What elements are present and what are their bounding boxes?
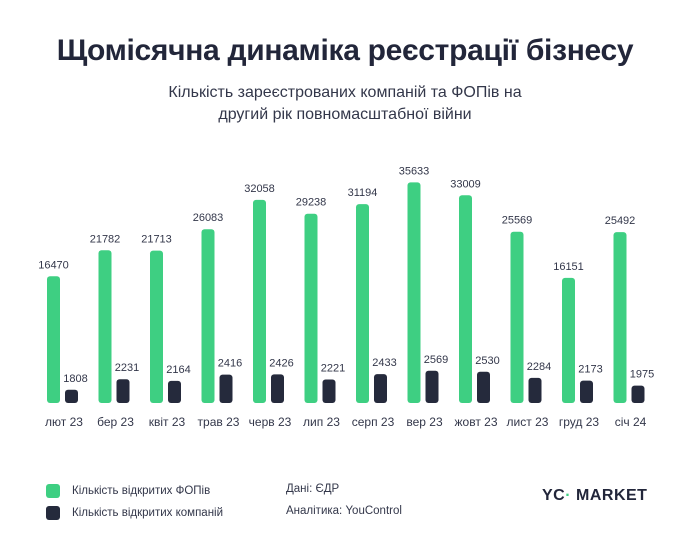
x-tick-label: серп 23 xyxy=(352,415,395,429)
bar-fop xyxy=(510,231,524,403)
data-label-companies: 2231 xyxy=(115,362,139,374)
subtitle-line-2: другий рік повномасштабної війни xyxy=(218,106,472,123)
bar-fop xyxy=(201,229,215,403)
x-tick-label: лип 23 xyxy=(303,415,340,429)
bar-fop xyxy=(253,199,266,403)
bar-companies xyxy=(168,380,181,403)
data-label-fop: 16470 xyxy=(38,259,69,271)
data-label-fop: 32058 xyxy=(244,183,275,195)
x-tick-label: квіт 23 xyxy=(149,415,186,429)
data-label-fop: 16151 xyxy=(553,261,584,273)
bar-fop xyxy=(459,195,472,403)
bar-companies xyxy=(322,379,336,403)
x-tick-label: лют 23 xyxy=(45,415,83,429)
data-label-fop: 21782 xyxy=(90,233,121,245)
legend-item-companies: Кількість відкритих компаній xyxy=(46,502,223,524)
bar-companies xyxy=(477,371,490,403)
source-text: Дані: ЄДР xyxy=(286,483,340,495)
data-label-fop: 21713 xyxy=(141,234,172,246)
legend-label-companies: Кількість відкритих компаній xyxy=(72,507,224,519)
bar-companies xyxy=(631,385,645,403)
x-tick-label: жовт 23 xyxy=(455,415,498,429)
chart-title: Щомісячна динаміка реєстрації бізнесу xyxy=(56,34,634,67)
legend-item-fop: Кількість відкритих ФОПів xyxy=(46,480,223,502)
bar-chart: 16470 1808 лют 23 21782 2231 бер 23 21713 2164 к… xyxy=(38,165,654,429)
subtitle-line-1: Кількість зареєстрованих компаній та ФОП… xyxy=(168,84,522,101)
data-label-fop: 31194 xyxy=(348,187,378,199)
bar-fop xyxy=(47,276,60,403)
data-label-companies: 2284 xyxy=(527,361,551,373)
data-label-companies: 2221 xyxy=(321,362,345,374)
bar-companies xyxy=(580,380,593,403)
x-tick-label: черв 23 xyxy=(249,415,292,429)
data-label-fop: 35633 xyxy=(399,165,430,177)
bar-companies xyxy=(116,379,130,403)
data-label-companies: 1808 xyxy=(63,373,87,385)
bar-companies xyxy=(528,377,542,403)
data-label-companies: 1975 xyxy=(630,369,654,381)
data-label-companies: 2164 xyxy=(166,364,190,376)
data-label-fop: 25569 xyxy=(502,215,533,227)
data-label-fop: 25492 xyxy=(605,215,636,227)
data-label-companies: 2426 xyxy=(269,357,293,369)
legend-swatch-companies xyxy=(46,506,60,520)
data-label-fop: 29238 xyxy=(296,197,327,209)
analytics-text: Аналітика: YouControl xyxy=(286,505,402,517)
x-tick-label: бер 23 xyxy=(97,415,134,429)
legend-label-fop: Кількість відкритих ФОПів xyxy=(72,485,211,497)
bar-companies xyxy=(219,374,233,403)
bar-fop xyxy=(150,250,163,403)
legend-swatch-fop xyxy=(46,484,60,498)
bar-fop xyxy=(613,232,627,403)
bar-fop xyxy=(98,250,112,403)
data-label-companies: 2530 xyxy=(475,355,499,367)
yc-market-logo: YC· MARKET xyxy=(542,487,648,504)
legend: Кількість відкритих ФОПів Кількість відк… xyxy=(46,480,223,524)
data-label-companies: 2173 xyxy=(578,364,602,376)
x-tick-label: груд 23 xyxy=(559,415,600,429)
data-label-companies: 2433 xyxy=(372,357,396,369)
x-tick-label: трав 23 xyxy=(198,415,240,429)
bar-companies xyxy=(271,374,284,403)
bar-fop xyxy=(407,182,421,403)
source-info: Дані: ЄДР Аналітика: YouControl xyxy=(286,480,402,524)
data-label-fop: 33009 xyxy=(450,178,481,190)
bar-fop xyxy=(562,277,575,403)
data-label-companies: 2569 xyxy=(424,354,448,366)
chart-subtitle: Кількість зареєстрованих компаній та ФОП… xyxy=(0,82,690,126)
data-label-fop: 26083 xyxy=(193,212,224,224)
x-tick-label: вер 23 xyxy=(406,415,443,429)
bar-fop xyxy=(356,204,369,403)
bar-fop xyxy=(304,213,318,403)
x-tick-label: лист 23 xyxy=(507,415,549,429)
bar-companies xyxy=(374,374,387,403)
bar-companies xyxy=(65,389,78,403)
bar-companies xyxy=(425,370,439,403)
x-tick-label: січ 24 xyxy=(615,415,647,429)
data-label-companies: 2416 xyxy=(218,358,242,370)
